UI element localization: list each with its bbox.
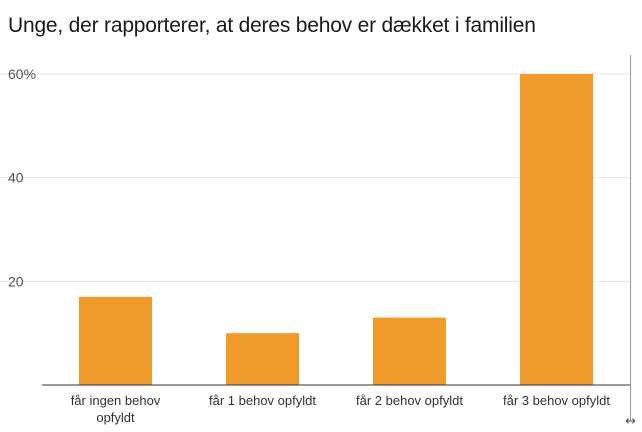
chart-title: Unge, der rapporterer, at deres behov er… [8, 14, 536, 37]
bar [520, 74, 593, 385]
y-tick-labels: 20 40 60% [8, 66, 36, 289]
x-tick-label-line: får 1 behov opfyldt [209, 393, 316, 408]
x-tick-label: får ingen behov opfyldt [71, 393, 161, 425]
x-tick-label-line: får 2 behov opfyldt [356, 393, 463, 408]
bar [226, 333, 299, 385]
y-tick-label: 40 [8, 170, 24, 186]
x-tick-label-line: opfyldt [96, 410, 135, 425]
bars [79, 74, 593, 385]
x-tick-label: får 1 behov opfyldt [209, 393, 316, 408]
chart-right-border [630, 55, 631, 420]
y-tick-label: 60% [8, 66, 36, 82]
x-tick-label: får 2 behov opfyldt [356, 393, 463, 408]
y-tick-label: 20 [8, 273, 24, 289]
expand-icon[interactable]: ↔ [625, 414, 636, 429]
x-tick-label-line: får 3 behov opfyldt [503, 393, 610, 408]
x-tick-label-line: får ingen behov [71, 393, 161, 408]
x-tick-label: får 3 behov opfyldt [503, 393, 610, 408]
x-tick-labels: får ingen behov opfyldt får 1 behov opfyld… [71, 393, 611, 425]
bar [373, 317, 446, 385]
bar [79, 296, 152, 385]
